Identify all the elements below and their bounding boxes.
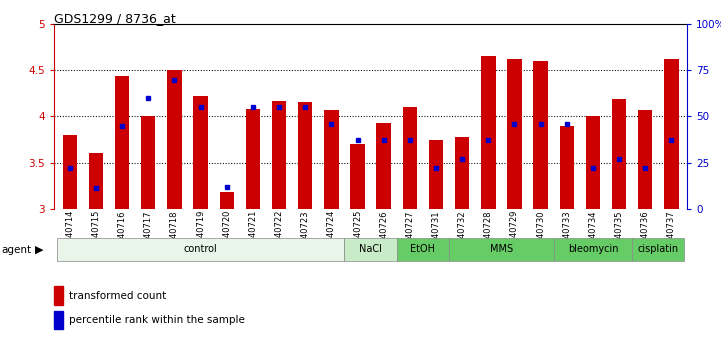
- Bar: [89, 153, 103, 209]
- Bar: [298, 102, 312, 209]
- Bar: [534, 61, 548, 209]
- Text: NaCl: NaCl: [359, 244, 382, 254]
- Bar: [481, 57, 495, 209]
- Text: bleomycin: bleomycin: [567, 244, 618, 254]
- FancyBboxPatch shape: [554, 238, 632, 261]
- Text: GDS1299 / 8736_at: GDS1299 / 8736_at: [54, 12, 176, 25]
- Text: percentile rank within the sample: percentile rank within the sample: [69, 315, 245, 325]
- Bar: [350, 144, 365, 209]
- Text: MMS: MMS: [490, 244, 513, 254]
- FancyBboxPatch shape: [449, 238, 554, 261]
- Bar: [63, 135, 77, 209]
- Bar: [246, 109, 260, 209]
- Bar: [324, 110, 339, 209]
- Bar: [167, 70, 182, 209]
- Text: transformed count: transformed count: [69, 291, 167, 301]
- Bar: [141, 117, 156, 209]
- Bar: [508, 59, 522, 209]
- Bar: [664, 59, 678, 209]
- Text: cisplatin: cisplatin: [638, 244, 679, 254]
- Bar: [559, 126, 574, 209]
- Bar: [219, 192, 234, 209]
- Bar: [376, 123, 391, 209]
- Bar: [429, 139, 443, 209]
- Bar: [638, 110, 653, 209]
- Bar: [193, 96, 208, 209]
- Bar: [585, 117, 600, 209]
- Text: control: control: [184, 244, 218, 254]
- FancyBboxPatch shape: [345, 238, 397, 261]
- Bar: [402, 107, 417, 209]
- Bar: [272, 101, 286, 209]
- FancyBboxPatch shape: [632, 238, 684, 261]
- FancyBboxPatch shape: [397, 238, 449, 261]
- Bar: [612, 99, 627, 209]
- FancyBboxPatch shape: [57, 238, 345, 261]
- Text: agent: agent: [1, 245, 32, 255]
- Bar: [455, 137, 469, 209]
- Text: ▶: ▶: [35, 245, 43, 255]
- Text: EtOH: EtOH: [410, 244, 435, 254]
- Bar: [115, 76, 129, 209]
